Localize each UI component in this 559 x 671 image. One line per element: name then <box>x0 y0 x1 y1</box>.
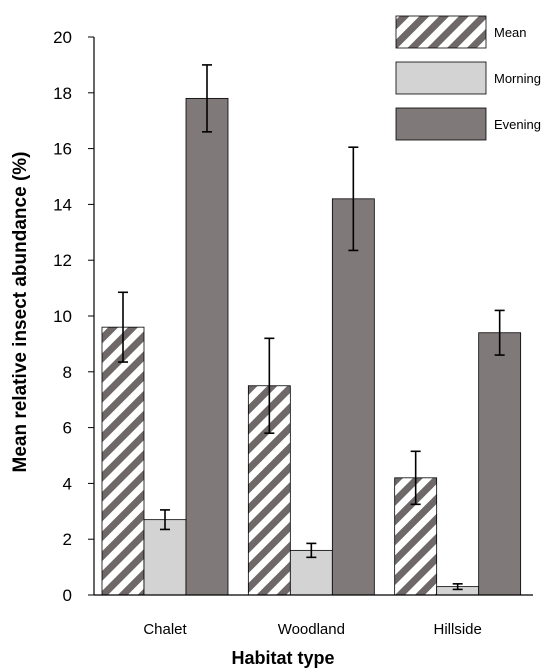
y-tick-label: 0 <box>63 586 72 605</box>
legend-swatch-mean <box>395 15 487 49</box>
y-tick-label: 4 <box>63 474 72 493</box>
legend-swatch-morning <box>395 61 487 95</box>
bar-evening-chalet <box>185 97 229 596</box>
bar-evening-hillside <box>478 332 522 596</box>
y-tick-label: 14 <box>53 195 72 214</box>
y-axis-ticks: 0 2 4 6 8 10 12 14 16 18 20 <box>53 28 94 605</box>
legend: Mean Morning Evening <box>395 15 541 141</box>
bar-evening-woodland <box>331 198 375 596</box>
y-tick-label: 18 <box>53 84 72 103</box>
legend-label-evening: Evening <box>494 117 541 132</box>
error-bars <box>118 64 505 591</box>
y-axis-title: Mean relative insect abundance (%) <box>10 152 31 473</box>
x-tick-label: Hillside <box>433 621 481 638</box>
y-tick-label: 6 <box>63 419 72 438</box>
x-axis-title: Habitat type <box>231 648 334 668</box>
y-tick-label: 12 <box>53 251 72 270</box>
bars <box>101 97 522 596</box>
bar-mean-chalet <box>101 326 145 596</box>
y-tick-label: 10 <box>53 307 72 326</box>
y-tick-label: 2 <box>63 530 72 549</box>
axes <box>93 37 533 596</box>
y-tick-label: 8 <box>63 363 72 382</box>
y-tick-label: 20 <box>53 28 72 47</box>
legend-label-mean: Mean <box>494 25 527 40</box>
bar-morning-chalet <box>143 519 187 596</box>
y-tick-label: 16 <box>53 140 72 159</box>
x-tick-label: Chalet <box>143 621 187 638</box>
x-axis-labels: Chalet Woodland Hillside <box>143 621 482 638</box>
legend-label-morning: Morning <box>494 71 541 86</box>
legend-swatch-evening <box>395 107 487 141</box>
x-tick-label: Woodland <box>278 621 345 638</box>
